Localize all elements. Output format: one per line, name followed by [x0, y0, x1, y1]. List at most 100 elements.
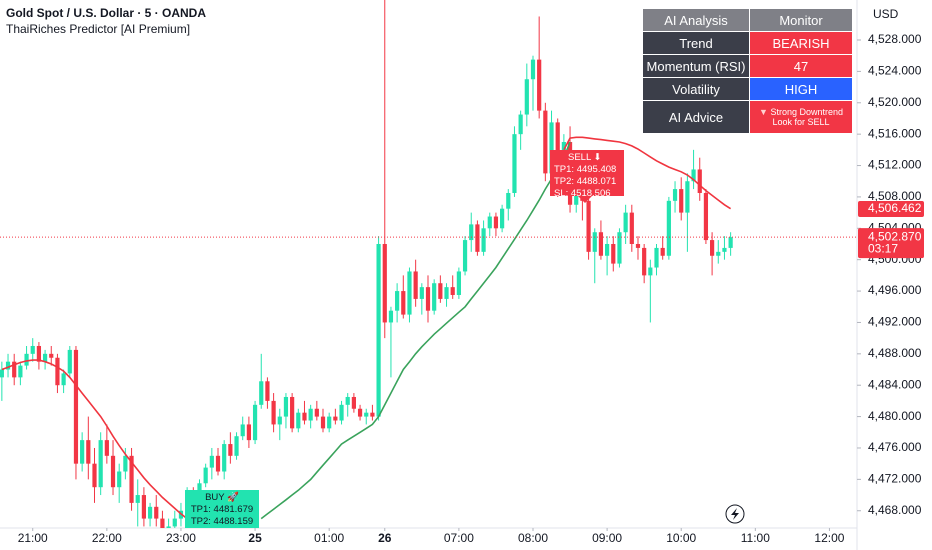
candle-body [12, 361, 17, 378]
candle-body [246, 424, 251, 441]
y-tick-label: 4,472.000 [868, 472, 922, 486]
countdown-label: 03:17 [868, 241, 898, 255]
x-tick-label: 26 [378, 531, 392, 545]
candle-body [401, 291, 406, 315]
candle-body [160, 518, 165, 528]
candle-body [697, 169, 702, 193]
candle-body [524, 79, 529, 115]
panel-header: AI Analysis Monitor [643, 9, 852, 31]
candle-body [728, 237, 733, 248]
candle-body [24, 353, 29, 366]
candle-body [672, 189, 678, 201]
y-tick-label: 4,492.000 [868, 315, 922, 329]
advice-line: ▼ Strong Downtrend [750, 107, 852, 117]
candle-body [252, 404, 258, 441]
candle-body [691, 169, 696, 182]
row-value: 47 [750, 55, 852, 77]
candle-body [86, 440, 91, 464]
candle-body [290, 396, 295, 429]
currency[interactable]: USD [873, 7, 899, 21]
y-tick-label: 4,516.000 [868, 126, 922, 140]
candle-body [395, 291, 400, 311]
candle-body [277, 416, 282, 425]
candle-body [333, 416, 338, 421]
y-tick-label: 4,480.000 [868, 409, 922, 423]
x-tick-label: 01:00 [314, 531, 344, 545]
x-tick-label: 11:00 [741, 531, 770, 545]
candle-body [18, 365, 23, 378]
candle-body [110, 455, 116, 488]
replay-icon[interactable] [725, 504, 745, 524]
candle-body [493, 216, 499, 229]
candle-body [469, 224, 474, 241]
advice-line: Look for SELL [772, 117, 830, 127]
candle-body [215, 455, 221, 472]
trend-line [1, 359, 188, 520]
candle-body [141, 495, 147, 519]
candle-body [444, 287, 449, 299]
candle-body [209, 455, 214, 468]
header-cell: AI Analysis [643, 9, 749, 31]
candle-body [234, 436, 239, 456]
candle-body [685, 181, 690, 213]
candle-body [357, 408, 363, 417]
candle-body [123, 455, 128, 472]
candle-body [240, 424, 245, 437]
candle-body [592, 232, 597, 252]
candle-body [419, 287, 424, 299]
candle-body [104, 440, 109, 456]
candle-body [0, 369, 4, 378]
row-value: HIGH [750, 78, 852, 100]
candle-body [351, 396, 356, 409]
candle-body [98, 440, 103, 488]
candle-body [61, 373, 66, 386]
candle-body [648, 267, 653, 276]
y-tick-label: 4,488.000 [868, 346, 922, 360]
candle-body [605, 243, 610, 256]
row-label: Momentum (RSI) [643, 55, 749, 77]
candle-body [5, 361, 11, 370]
candle-body [642, 247, 647, 276]
x-tick-label: 22:00 [92, 531, 122, 545]
trend-line [563, 136, 732, 210]
candle-body [166, 526, 171, 528]
trend-line [260, 141, 571, 520]
candle-body [549, 122, 554, 174]
candle-body [716, 251, 721, 256]
y-tick-label: 4,508.000 [868, 189, 922, 203]
candle-body [586, 200, 591, 252]
candle-body [722, 247, 727, 252]
candle-body [617, 232, 622, 264]
candle-body [438, 283, 443, 299]
panel-row: Momentum (RSI) 47 [643, 55, 852, 77]
candle-body [320, 416, 326, 429]
signal-title: SELL ⬇ [568, 152, 602, 163]
x-tick-label: 23:00 [166, 531, 196, 545]
candle-body [654, 247, 659, 268]
signal-line: TP2: 4488.071 [554, 176, 617, 187]
x-tick-label: 10:00 [666, 531, 696, 545]
candle-body [660, 247, 665, 256]
sell-signal: SELL ⬇ TP1: 4495.408 TP2: 4488.071 SL: 4… [550, 150, 624, 199]
candle-body [679, 189, 684, 213]
x-tick-label: 07:00 [444, 531, 474, 545]
candle-body [308, 408, 313, 421]
candle-body [506, 192, 511, 209]
candle-body [413, 271, 418, 299]
candle-body [73, 349, 79, 464]
candle-body [117, 471, 122, 488]
x-tick-label: 08:00 [518, 531, 548, 545]
y-tick-label: 4,524.000 [868, 64, 922, 78]
y-tick-label: 4,528.000 [868, 32, 922, 46]
y-tick-label: 4,496.000 [868, 283, 922, 297]
sell-pointer [578, 196, 592, 203]
signal-line: TP1: 4481.679 [190, 504, 254, 515]
y-tick-label: 4,512.000 [868, 158, 922, 172]
x-tick-label: 12:00 [814, 531, 844, 545]
candle-body [598, 232, 604, 256]
signal-title: BUY 🚀 [205, 492, 239, 503]
candle-body [327, 416, 332, 429]
row-label: Volatility [643, 78, 749, 100]
row-label: AI Advice [643, 101, 749, 133]
